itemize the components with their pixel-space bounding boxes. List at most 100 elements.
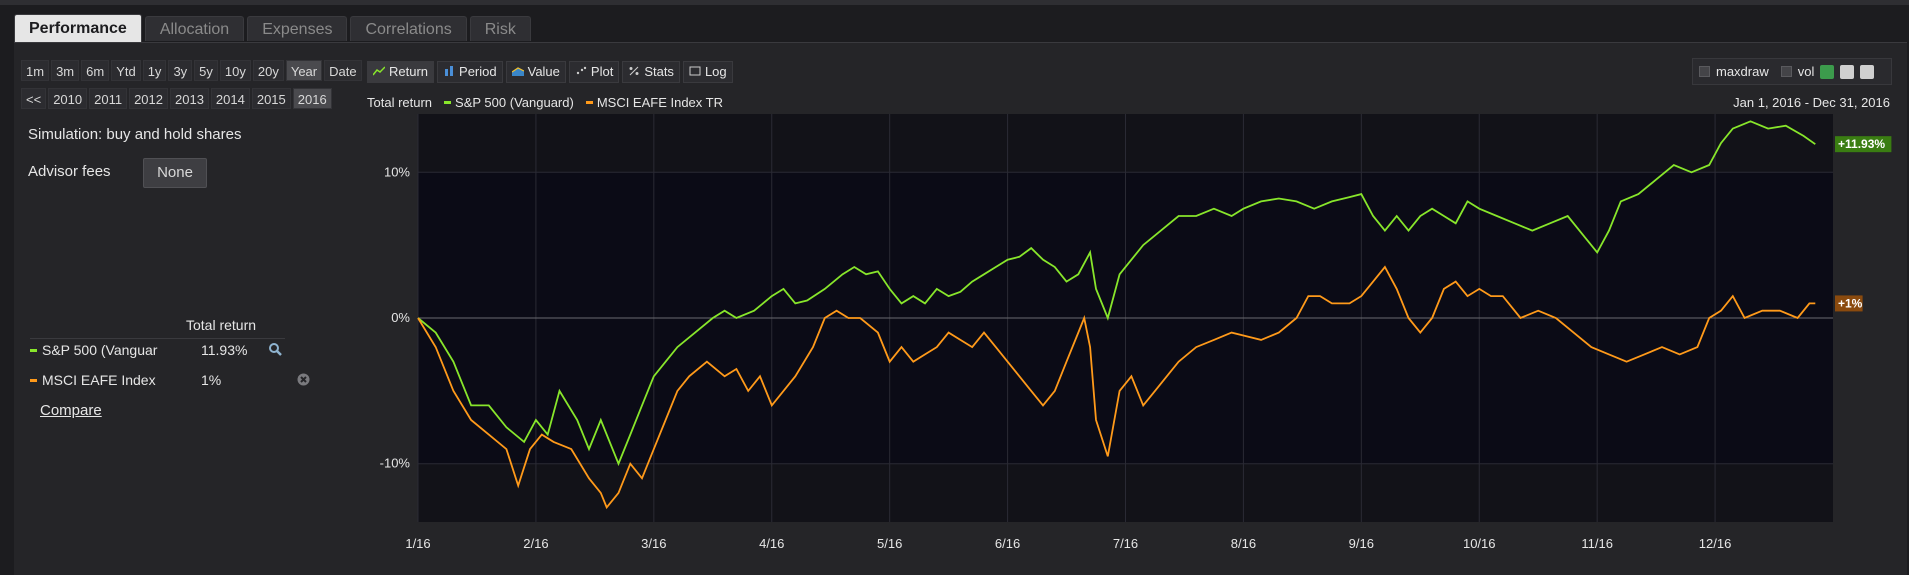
remove-icon[interactable] <box>296 372 311 390</box>
mode-label: Value <box>527 64 560 79</box>
external-link-icon[interactable] <box>1860 64 1875 79</box>
excel-export-icon[interactable] <box>1820 64 1835 79</box>
legend-item-msci[interactable]: MSCI EAFE Index TR <box>585 95 723 110</box>
holding-name[interactable]: MSCI EAFE Index <box>42 372 156 388</box>
advisor-fees-button[interactable]: None <box>143 158 207 188</box>
row-divider <box>30 338 285 339</box>
line-icon <box>373 61 385 83</box>
chart-title: Total return <box>367 95 433 110</box>
year-button[interactable]: 2015 <box>251 88 291 109</box>
log-mode-button[interactable]: Log <box>682 61 733 83</box>
mode-label: Log <box>704 64 727 79</box>
mode-label: Stats <box>644 64 674 79</box>
plot-mode-button[interactable]: Plot <box>568 61 620 83</box>
x-tick-label: 1/16 <box>405 536 430 551</box>
tab-expenses[interactable]: Expenses <box>247 16 348 41</box>
vol-checkbox[interactable] <box>1780 66 1792 77</box>
tab-performance[interactable]: Performance <box>14 14 142 42</box>
percent-icon <box>628 61 640 83</box>
value-mode-button[interactable]: Value <box>505 61 566 83</box>
series-color-swatch <box>30 379 37 382</box>
mode-label: Return <box>389 64 429 79</box>
tab-allocation[interactable]: Allocation <box>144 16 245 41</box>
holding-name[interactable]: S&P 500 (Vanguar <box>42 342 158 358</box>
period-button[interactable]: 10y <box>219 60 251 81</box>
holding-return: 1% <box>201 372 222 388</box>
legend-swatch <box>444 101 452 104</box>
end-label-badge <box>1835 136 1892 153</box>
year-button[interactable]: 2010 <box>48 88 88 109</box>
period-button[interactable]: Date <box>324 60 362 81</box>
y-tick-label: 10% <box>384 164 410 179</box>
series-color-swatch <box>30 349 37 352</box>
bar-icon <box>443 61 455 83</box>
period-button[interactable]: 3y <box>168 60 193 81</box>
stats-mode-button[interactable]: Stats <box>622 61 680 83</box>
legend-item-sp500[interactable]: S&P 500 (Vanguard) <box>444 95 574 110</box>
x-tick-label: 6/16 <box>995 536 1020 551</box>
vol-label: vol <box>1797 64 1815 79</box>
year-button[interactable]: 2014 <box>210 88 250 109</box>
chart-legend: Total return S&P 500 (Vanguard) MSCI EAF… <box>367 95 723 110</box>
holding-return: 11.93% <box>201 342 248 358</box>
legend-label: MSCI EAFE Index TR <box>596 95 723 110</box>
x-tick-label: 8/16 <box>1231 536 1256 551</box>
series-line-0 <box>417 120 1816 467</box>
period-mode-button[interactable]: Period <box>437 61 503 83</box>
x-tick-label: 12/16 <box>1699 536 1732 551</box>
x-tick-label: 2/16 <box>523 536 548 551</box>
compare-link[interactable]: Compare <box>40 402 102 419</box>
camera-icon[interactable] <box>1840 64 1855 79</box>
year-button[interactable]: << <box>21 88 47 109</box>
chart-date-range: Jan 1, 2016 - Dec 31, 2016 <box>1733 95 1890 110</box>
year-button[interactable]: 2012 <box>129 88 168 109</box>
x-tick-label: 4/16 <box>759 536 784 551</box>
period-button[interactable]: Year <box>285 60 323 81</box>
year-selector: << 2010 2011 2012 2013 2014 2015 2016 <box>21 88 332 109</box>
period-button[interactable]: Ytd <box>111 60 141 81</box>
year-button[interactable]: 2016 <box>292 88 332 109</box>
mode-label: Plot <box>590 64 614 79</box>
return-mode-button[interactable]: Return <box>367 61 435 83</box>
period-button[interactable]: 20y <box>252 60 284 81</box>
series-end-label: +11.93% <box>1838 137 1885 151</box>
year-button[interactable]: 2011 <box>89 88 128 109</box>
magnifier-icon[interactable] <box>268 342 283 360</box>
series-end-label: +1% <box>1838 296 1863 310</box>
simulation-label: Simulation: buy and hold shares <box>28 126 242 143</box>
x-tick-label: 7/16 <box>1113 536 1138 551</box>
holding-row-msci: MSCI EAFE Index 1% <box>30 368 315 394</box>
chart-toolbox: maxdraw vol <box>1692 58 1892 85</box>
period-button[interactable]: 1m <box>21 60 50 81</box>
chart-mode-toolbar: Return Period Value Plot Stats Log <box>367 61 733 83</box>
legend-label: S&P 500 (Vanguard) <box>455 95 574 110</box>
period-selector: 1m 3m 6m Ytd 1y 3y 5y 10y 20y Year Date <box>21 60 362 81</box>
checkbox-icon <box>689 61 701 83</box>
mode-label: Period <box>459 64 497 79</box>
x-tick-label: 3/16 <box>641 536 666 551</box>
maxdraw-label: maxdraw <box>1716 64 1769 79</box>
maxdraw-checkbox[interactable] <box>1699 66 1710 77</box>
end-label-badge <box>1835 295 1863 312</box>
x-tick-label: 9/16 <box>1349 536 1374 551</box>
x-tick-label: 5/16 <box>877 536 902 551</box>
period-button[interactable]: 5y <box>194 60 218 81</box>
tab-correlations[interactable]: Correlations <box>350 16 467 41</box>
tab-risk[interactable]: Risk <box>469 16 531 41</box>
return-chart[interactable]: 1/16 2/16 3/16 4/16 5/16 6/16 7/16 8/16 9/16 10/1… <box>360 112 1905 552</box>
legend-swatch <box>585 101 593 104</box>
total-return-header: Total return <box>186 317 257 333</box>
holding-row-sp500: S&P 500 (Vanguar 11.93% <box>30 338 315 364</box>
period-button[interactable]: 1y <box>142 60 167 81</box>
area-icon <box>511 61 524 83</box>
period-button[interactable]: 6m <box>81 60 110 81</box>
tab-bar: Performance Allocation Expenses Correlation… <box>14 13 531 42</box>
scatter-icon <box>575 61 587 83</box>
x-tick-label: 10/16 <box>1463 536 1496 551</box>
year-button[interactable]: 2013 <box>170 88 209 109</box>
y-tick-label: -10% <box>380 456 411 471</box>
y-tick-label: 0% <box>391 310 410 325</box>
x-tick-label: 11/16 <box>1581 536 1613 551</box>
period-button[interactable]: 3m <box>51 60 80 81</box>
top-border <box>0 0 1909 5</box>
